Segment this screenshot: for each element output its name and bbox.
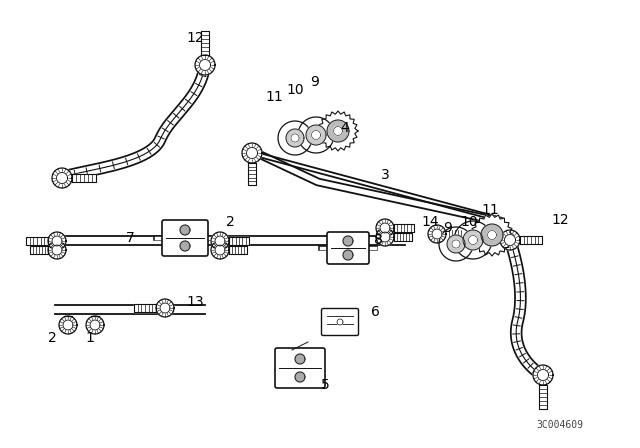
- Polygon shape: [337, 319, 343, 325]
- Polygon shape: [201, 31, 209, 55]
- Polygon shape: [242, 143, 262, 163]
- Polygon shape: [86, 316, 104, 334]
- Polygon shape: [539, 385, 547, 409]
- Polygon shape: [376, 228, 394, 246]
- Polygon shape: [48, 232, 66, 250]
- Polygon shape: [538, 370, 548, 380]
- Polygon shape: [452, 240, 460, 248]
- Polygon shape: [278, 121, 312, 155]
- Polygon shape: [394, 233, 412, 241]
- Text: 14: 14: [421, 215, 439, 229]
- Text: 9: 9: [310, 75, 319, 89]
- Polygon shape: [298, 117, 334, 153]
- Text: 1: 1: [86, 331, 95, 345]
- Polygon shape: [318, 111, 358, 151]
- Polygon shape: [63, 320, 73, 330]
- Polygon shape: [312, 130, 321, 139]
- Text: 9: 9: [444, 221, 452, 235]
- Polygon shape: [211, 232, 229, 250]
- Polygon shape: [432, 229, 442, 239]
- Polygon shape: [246, 147, 257, 159]
- Text: 10: 10: [460, 215, 478, 229]
- Polygon shape: [30, 246, 48, 254]
- Polygon shape: [211, 241, 229, 259]
- Polygon shape: [333, 127, 342, 135]
- Polygon shape: [215, 245, 225, 255]
- Polygon shape: [394, 224, 414, 232]
- Polygon shape: [428, 225, 446, 243]
- Polygon shape: [327, 120, 349, 142]
- Text: 2: 2: [226, 215, 234, 229]
- Polygon shape: [200, 60, 211, 70]
- Text: 10: 10: [286, 83, 304, 97]
- Polygon shape: [180, 241, 190, 251]
- Polygon shape: [380, 232, 390, 242]
- Polygon shape: [90, 320, 100, 330]
- Polygon shape: [488, 231, 497, 239]
- Polygon shape: [291, 134, 299, 142]
- Polygon shape: [447, 235, 465, 253]
- Polygon shape: [306, 125, 326, 145]
- Polygon shape: [376, 219, 394, 237]
- Polygon shape: [454, 221, 492, 259]
- Polygon shape: [160, 303, 170, 313]
- Polygon shape: [56, 172, 67, 184]
- FancyBboxPatch shape: [321, 309, 358, 336]
- Polygon shape: [59, 316, 77, 334]
- Polygon shape: [471, 214, 513, 256]
- Text: 11: 11: [481, 203, 499, 217]
- Polygon shape: [286, 129, 304, 147]
- Polygon shape: [446, 230, 464, 237]
- Text: 12: 12: [186, 31, 204, 45]
- Polygon shape: [343, 236, 353, 246]
- Polygon shape: [134, 304, 156, 312]
- Text: 2: 2: [47, 331, 56, 345]
- Polygon shape: [26, 237, 48, 245]
- Text: 13: 13: [186, 295, 204, 309]
- Text: 5: 5: [321, 378, 330, 392]
- Polygon shape: [533, 365, 553, 385]
- Polygon shape: [248, 163, 256, 185]
- Polygon shape: [52, 236, 62, 246]
- Polygon shape: [195, 55, 215, 75]
- Polygon shape: [343, 250, 353, 260]
- FancyBboxPatch shape: [275, 348, 325, 388]
- Polygon shape: [215, 236, 225, 246]
- Text: 4: 4: [340, 121, 349, 135]
- Text: 6: 6: [371, 305, 380, 319]
- Text: 12: 12: [551, 213, 569, 227]
- Text: 7: 7: [125, 231, 134, 245]
- Polygon shape: [52, 245, 62, 255]
- Polygon shape: [481, 224, 503, 246]
- Polygon shape: [520, 236, 542, 244]
- Text: 3: 3: [381, 168, 389, 182]
- Text: 11: 11: [265, 90, 283, 104]
- Polygon shape: [180, 225, 190, 235]
- Polygon shape: [504, 234, 515, 246]
- FancyBboxPatch shape: [162, 220, 208, 256]
- Polygon shape: [295, 372, 305, 382]
- Polygon shape: [463, 230, 483, 250]
- Polygon shape: [439, 227, 473, 261]
- Text: 3C004609: 3C004609: [536, 420, 584, 430]
- Polygon shape: [468, 236, 477, 245]
- Polygon shape: [72, 174, 96, 182]
- Polygon shape: [380, 223, 390, 233]
- Polygon shape: [295, 354, 305, 364]
- Text: 8: 8: [374, 233, 383, 247]
- FancyBboxPatch shape: [327, 232, 369, 264]
- Polygon shape: [500, 230, 520, 250]
- Polygon shape: [52, 168, 72, 188]
- Polygon shape: [229, 246, 247, 254]
- Polygon shape: [48, 241, 66, 259]
- Polygon shape: [156, 299, 174, 317]
- Polygon shape: [229, 237, 249, 245]
